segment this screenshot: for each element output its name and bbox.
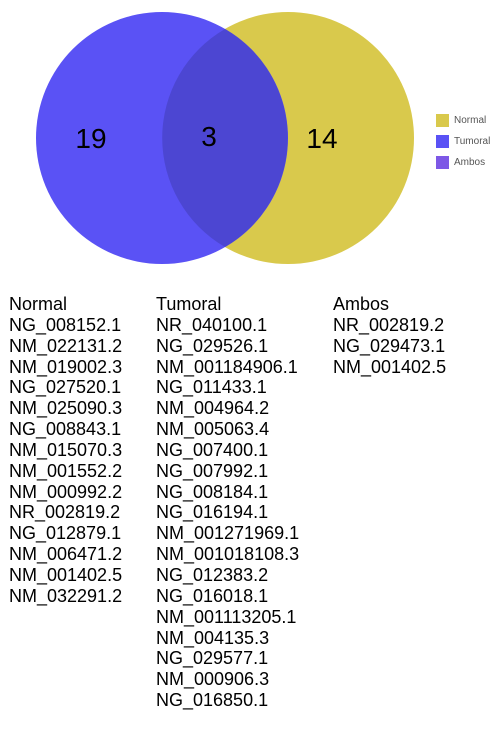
tumoral-gene-item: NM_004135.3: [156, 627, 270, 648]
tumoral-gene-item: NR_040100.1: [156, 314, 268, 335]
tumoral-gene-item: NG_016850.1: [156, 690, 269, 711]
legend-label-ambos: Ambos: [454, 157, 486, 168]
count-normal-only: 19: [75, 123, 106, 154]
ambos-gene-item: NR_002819.2: [333, 314, 445, 335]
normal-gene-item: NG_012879.1: [9, 523, 122, 544]
tumoral-gene-item: NM_001184906.1: [156, 356, 298, 377]
tumoral-gene-item: NG_029577.1: [156, 648, 269, 669]
tumoral-gene-item: NG_008184.1: [156, 481, 269, 502]
tumoral-gene-item: NM_001018108.3: [156, 544, 300, 565]
normal-gene-item: NM_032291.2: [9, 585, 123, 606]
tumoral-gene-item: NG_016194.1: [156, 502, 269, 523]
count-tumoral-only: 14: [306, 123, 337, 154]
tumoral-gene-item: NG_007992.1: [156, 460, 269, 481]
legend-item-ambos: Ambos: [436, 152, 490, 173]
normal-list-title: Normal: [9, 294, 68, 314]
legend-item-normal: Normal: [436, 110, 490, 131]
normal-gene-item: NG_008152.1: [9, 314, 122, 335]
tumoral-list-title: Tumoral: [156, 294, 222, 314]
normal-gene-item: NM_025090.3: [9, 398, 123, 419]
legend-swatch-tumoral: [436, 135, 449, 148]
venn-diagram: 19 3 14: [36, 12, 414, 264]
ambos-gene-item: NG_029473.1: [333, 335, 446, 356]
normal-gene-item: NG_027520.1: [9, 377, 122, 398]
normal-gene-item: NM_015070.3: [9, 439, 123, 460]
tumoral-gene-item: NM_001271969.1: [156, 523, 300, 544]
legend-label-normal: Normal: [454, 115, 487, 126]
tumoral-gene-item: NG_016018.1: [156, 585, 269, 606]
intersection-region: [162, 29, 288, 247]
normal-gene-item: NR_002819.2: [9, 502, 121, 523]
ambos-gene-item: NM_001402.5: [333, 356, 447, 377]
normal-gene-item: NM_022131.2: [9, 335, 123, 356]
legend-swatch-ambos: [436, 156, 449, 169]
tumoral-gene-item: NM_004964.2: [156, 398, 270, 419]
legend-item-tumoral: Tumoral: [436, 131, 490, 152]
tumoral-gene-item: NG_029526.1: [156, 335, 269, 356]
normal-gene-item: NG_008843.1: [9, 419, 122, 440]
tumoral-gene-item: NM_000906.3: [156, 669, 270, 690]
tumoral-gene-item: NG_007400.1: [156, 439, 269, 460]
normal-gene-item: NM_000992.2: [9, 481, 123, 502]
tumoral-gene-list: Tumoral NR_040100.1 NG_029526.1 NM_0011849…: [156, 294, 299, 711]
tumoral-gene-item: NM_001113205.1: [156, 606, 297, 627]
legend-label-tumoral: Tumoral: [454, 136, 491, 147]
tumoral-gene-item: NM_005063.4: [156, 419, 270, 440]
legend-swatch-normal: [436, 114, 449, 127]
normal-gene-item: NM_006471.2: [9, 544, 123, 565]
tumoral-gene-item: NG_011433.1: [156, 377, 267, 398]
count-both: 3: [201, 121, 217, 152]
normal-gene-item: NM_019002.3: [9, 356, 123, 377]
normal-gene-list: Normal NG_008152.1 NM_022131.2 NM_019002.3…: [9, 294, 122, 607]
legend: Normal Tumoral Ambos: [436, 110, 490, 173]
tumoral-gene-item: NG_012383.2: [156, 564, 269, 585]
ambos-list-title: Ambos: [333, 294, 390, 314]
ambos-gene-list: Ambos NR_002819.2 NG_029473.1 NM_001402.5: [333, 294, 446, 377]
normal-gene-item: NM_001402.5: [9, 564, 123, 585]
normal-gene-item: NM_001552.2: [9, 460, 123, 481]
